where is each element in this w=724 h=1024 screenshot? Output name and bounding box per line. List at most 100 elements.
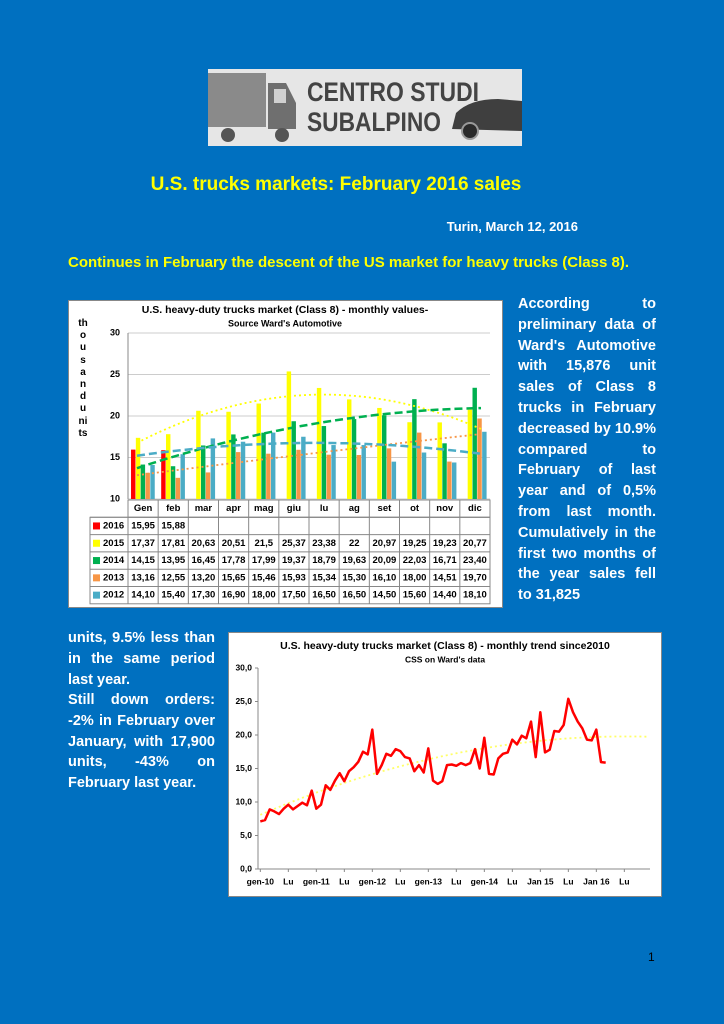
legend-label: 2014 — [103, 555, 125, 566]
table-value: 20,77 — [463, 538, 487, 549]
bar — [437, 422, 442, 499]
table-value: 13,20 — [192, 572, 216, 583]
legend-swatch — [93, 522, 100, 530]
bar — [131, 449, 136, 499]
legend-label: 2016 — [103, 520, 124, 531]
y-tick-label: 0,0 — [240, 863, 252, 873]
y-tick-label: 10 — [110, 493, 120, 503]
title: U.S. trucks markets: February 2016 sales — [150, 174, 522, 195]
table-value: 18,00 — [403, 572, 427, 583]
x-tick-label: nov — [436, 503, 454, 514]
y-tick-label: 20 — [110, 410, 120, 420]
bar — [382, 415, 387, 499]
truck-wheel — [275, 128, 289, 142]
table-value: 16,10 — [373, 572, 397, 583]
x-tick-label: dic — [468, 503, 482, 514]
table-value: 19,37 — [282, 555, 306, 566]
bar — [421, 452, 427, 499]
table-value: 19,63 — [342, 555, 366, 566]
paragraph: units, 9.5% less than in the same period… — [68, 630, 215, 688]
x-tick-label: Lu — [563, 876, 573, 886]
trend-line — [136, 393, 482, 444]
y-tick-label: 30 — [110, 327, 120, 337]
table-value: 15,88 — [161, 520, 185, 531]
legend-swatch — [93, 539, 100, 547]
table-value: 22 — [349, 538, 360, 549]
table-value: 19,25 — [403, 538, 427, 549]
bar — [256, 403, 261, 499]
bar — [477, 418, 482, 499]
bar — [201, 445, 206, 499]
bar — [175, 477, 181, 499]
x-tick-label: set — [378, 503, 393, 514]
logo-line2: SUBALPINO — [307, 107, 441, 137]
truck-trailer — [208, 73, 266, 127]
x-tick-label: mag — [254, 503, 274, 514]
y-tick-label: 25,0 — [235, 696, 252, 706]
table-value: 23,40 — [463, 555, 487, 566]
x-tick-label: apr — [226, 503, 241, 514]
page-number: 1 — [648, 950, 655, 964]
bar — [451, 462, 457, 499]
y-tick-label: 20,0 — [235, 729, 252, 739]
x-tick-label: ag — [349, 503, 360, 514]
bar — [412, 399, 417, 499]
table-value: 16,71 — [433, 555, 457, 566]
y-tick-label: 15,0 — [235, 763, 252, 773]
truck-wheel — [221, 128, 235, 142]
table-value: 20,97 — [373, 538, 397, 549]
bar — [266, 453, 271, 499]
y-tick-label: 5,0 — [240, 830, 252, 840]
x-tick-label: Jan 16 — [583, 876, 610, 886]
table-value: 17,37 — [131, 538, 155, 549]
bar — [472, 387, 477, 499]
x-tick-label: lu — [320, 503, 329, 514]
chart-subtitle: CSS on Ward's data — [405, 654, 485, 664]
table-value: 16,45 — [192, 555, 216, 566]
bar — [240, 441, 246, 499]
paragraph: Still down orders: -2% in February over … — [68, 692, 215, 792]
x-tick-label: Lu — [451, 876, 461, 886]
legend-swatch — [93, 557, 100, 565]
table-value: 18,79 — [312, 555, 336, 566]
table-value: 14,51 — [433, 572, 457, 583]
bar — [205, 472, 211, 499]
x-tick-label: ot — [410, 503, 420, 514]
line-chart: U.S. heavy-duty trucks market (Class 8) … — [228, 632, 662, 897]
table-value: 21,5 — [255, 538, 274, 549]
x-tick-label: Lu — [283, 876, 293, 886]
x-tick-label: Lu — [339, 876, 349, 886]
bar — [442, 443, 447, 499]
bar — [407, 422, 412, 499]
trend-line — [136, 441, 482, 457]
bar — [331, 445, 336, 499]
table-value: 15,40 — [161, 590, 185, 601]
x-tick-label: Lu — [395, 876, 405, 886]
date: Turin, March 12, 2016 — [446, 219, 578, 234]
table-value: 17,50 — [282, 590, 306, 601]
table-value: 22,03 — [403, 555, 427, 566]
bar — [145, 472, 150, 499]
table-value: 20,63 — [192, 538, 216, 549]
bar — [226, 411, 231, 499]
bar — [140, 464, 146, 499]
table-value: 13,16 — [131, 572, 155, 583]
x-tick-label: gen-11 — [303, 876, 330, 886]
table-value: 17,99 — [252, 555, 276, 566]
table-value: 16,50 — [312, 590, 336, 601]
table-value: 12,55 — [161, 572, 185, 583]
y-tick-label: 25 — [110, 369, 120, 379]
table-value: 19,23 — [433, 538, 457, 549]
trend-line — [136, 406, 482, 470]
car-wheel — [461, 122, 479, 140]
legend-swatch — [93, 574, 100, 582]
bar — [347, 399, 352, 499]
table-value: 15,65 — [222, 572, 246, 583]
table-value: 17,78 — [222, 555, 246, 566]
table-value: 15,93 — [282, 572, 306, 583]
x-tick-label: Lu — [507, 876, 517, 886]
table-value: 17,30 — [192, 590, 216, 601]
y-axis-label: thousand units — [78, 318, 89, 439]
table-value: 14,10 — [131, 590, 155, 601]
data-line — [259, 697, 606, 823]
